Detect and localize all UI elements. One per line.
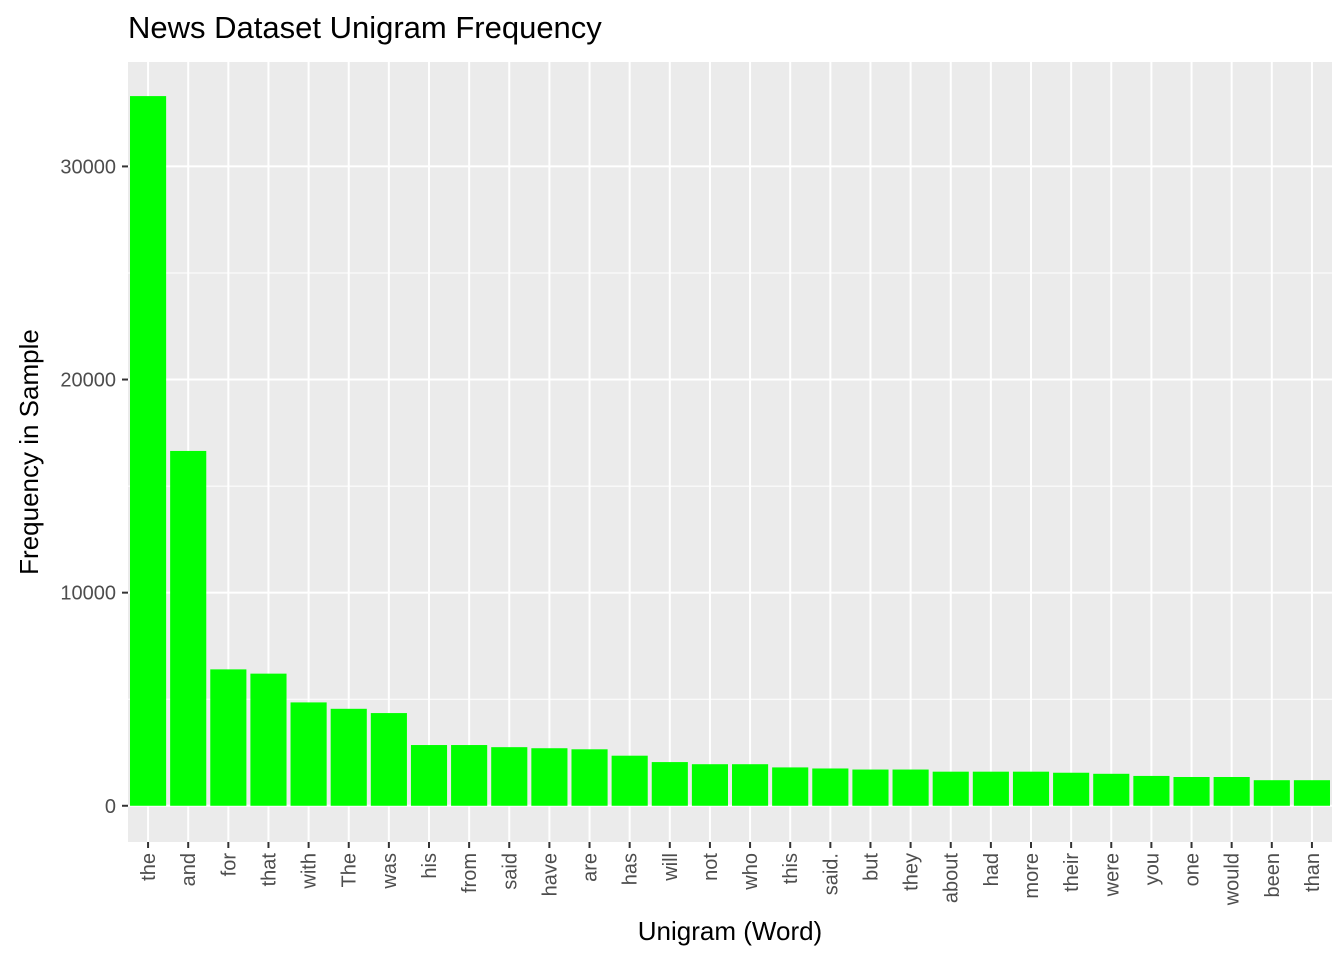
x-tick-label: the — [138, 853, 160, 881]
x-tick-label: will — [660, 853, 682, 882]
x-tick-label: you — [1141, 853, 1163, 885]
bar-one — [1173, 777, 1210, 806]
bar-from — [451, 745, 488, 806]
x-tick-label: would — [1222, 853, 1244, 906]
bar-said. — [812, 768, 849, 806]
x-tick-label: who — [740, 853, 762, 891]
bar-said — [491, 747, 528, 806]
bar-more — [1012, 771, 1050, 806]
minor-gridlines — [128, 272, 1332, 700]
bar-than — [1293, 780, 1330, 806]
x-tick-label: their — [1061, 853, 1083, 892]
bar-are — [571, 749, 608, 806]
x-tick-label: that — [258, 853, 280, 887]
x-tick-label: are — [580, 853, 602, 882]
bar-had — [972, 771, 1009, 806]
x-axis: the and for that with The was his from said have ar… — [138, 842, 1324, 906]
bar-their — [1053, 772, 1090, 806]
bar-with — [290, 702, 327, 806]
x-tick-label: had — [981, 853, 1003, 886]
bar-who — [732, 764, 769, 806]
bar-about — [932, 771, 969, 806]
x-tick-label: said. — [820, 853, 842, 895]
x-axis-title: Unigram (Word) — [638, 916, 822, 946]
bar-have — [531, 748, 568, 806]
x-tick-label: from — [459, 853, 481, 893]
x-tick-label: than — [1302, 853, 1324, 892]
bar-that — [250, 673, 287, 806]
x-tick-label: but — [860, 853, 882, 881]
x-tick-label: were — [1101, 853, 1123, 897]
bar-and — [170, 450, 207, 806]
bar-been — [1253, 780, 1290, 806]
x-tick-label: and — [178, 853, 200, 886]
x-tick-label: this — [780, 853, 802, 884]
x-tick-label: more — [1021, 853, 1043, 899]
x-tick-label: one — [1182, 853, 1204, 886]
bar-this — [772, 767, 809, 806]
x-tick-label: with — [299, 853, 321, 890]
y-tick-label: 0 — [105, 796, 116, 818]
y-axis-title: Frequency in Sample — [14, 329, 44, 575]
chart-title: News Dataset Unigram Frequency — [128, 10, 602, 45]
x-tick-label: have — [539, 853, 561, 896]
x-tick-label: been — [1262, 853, 1284, 898]
bars — [130, 96, 1330, 806]
y-tick-label: 20000 — [60, 370, 116, 392]
y-tick-label: 30000 — [60, 156, 116, 178]
x-tick-label: about — [941, 853, 963, 903]
bar-they — [892, 769, 929, 806]
bar-for — [210, 669, 247, 806]
bar-will — [651, 762, 688, 806]
bar-not — [691, 764, 728, 806]
bar-you — [1133, 775, 1170, 806]
bar-would — [1213, 777, 1250, 806]
y-tick-label: 10000 — [60, 583, 116, 605]
x-tick-label: for — [218, 853, 240, 877]
bar-were — [1093, 773, 1130, 806]
x-tick-label: not — [700, 853, 722, 881]
bar-his — [410, 745, 448, 806]
x-tick-label: was — [379, 853, 401, 890]
bar-The — [330, 708, 367, 806]
bar-but — [852, 769, 889, 806]
y-axis: 0 10000 20000 30000 — [60, 156, 128, 818]
x-tick-label: his — [419, 853, 441, 879]
x-tick-label: The — [339, 853, 361, 887]
x-tick-label: said — [499, 853, 521, 890]
x-tick-label: has — [620, 853, 642, 885]
bar-was — [370, 713, 407, 806]
x-tick-label: they — [901, 853, 923, 891]
bar-has — [611, 755, 648, 806]
plot-panel — [128, 62, 1332, 842]
bar-the — [130, 96, 167, 806]
